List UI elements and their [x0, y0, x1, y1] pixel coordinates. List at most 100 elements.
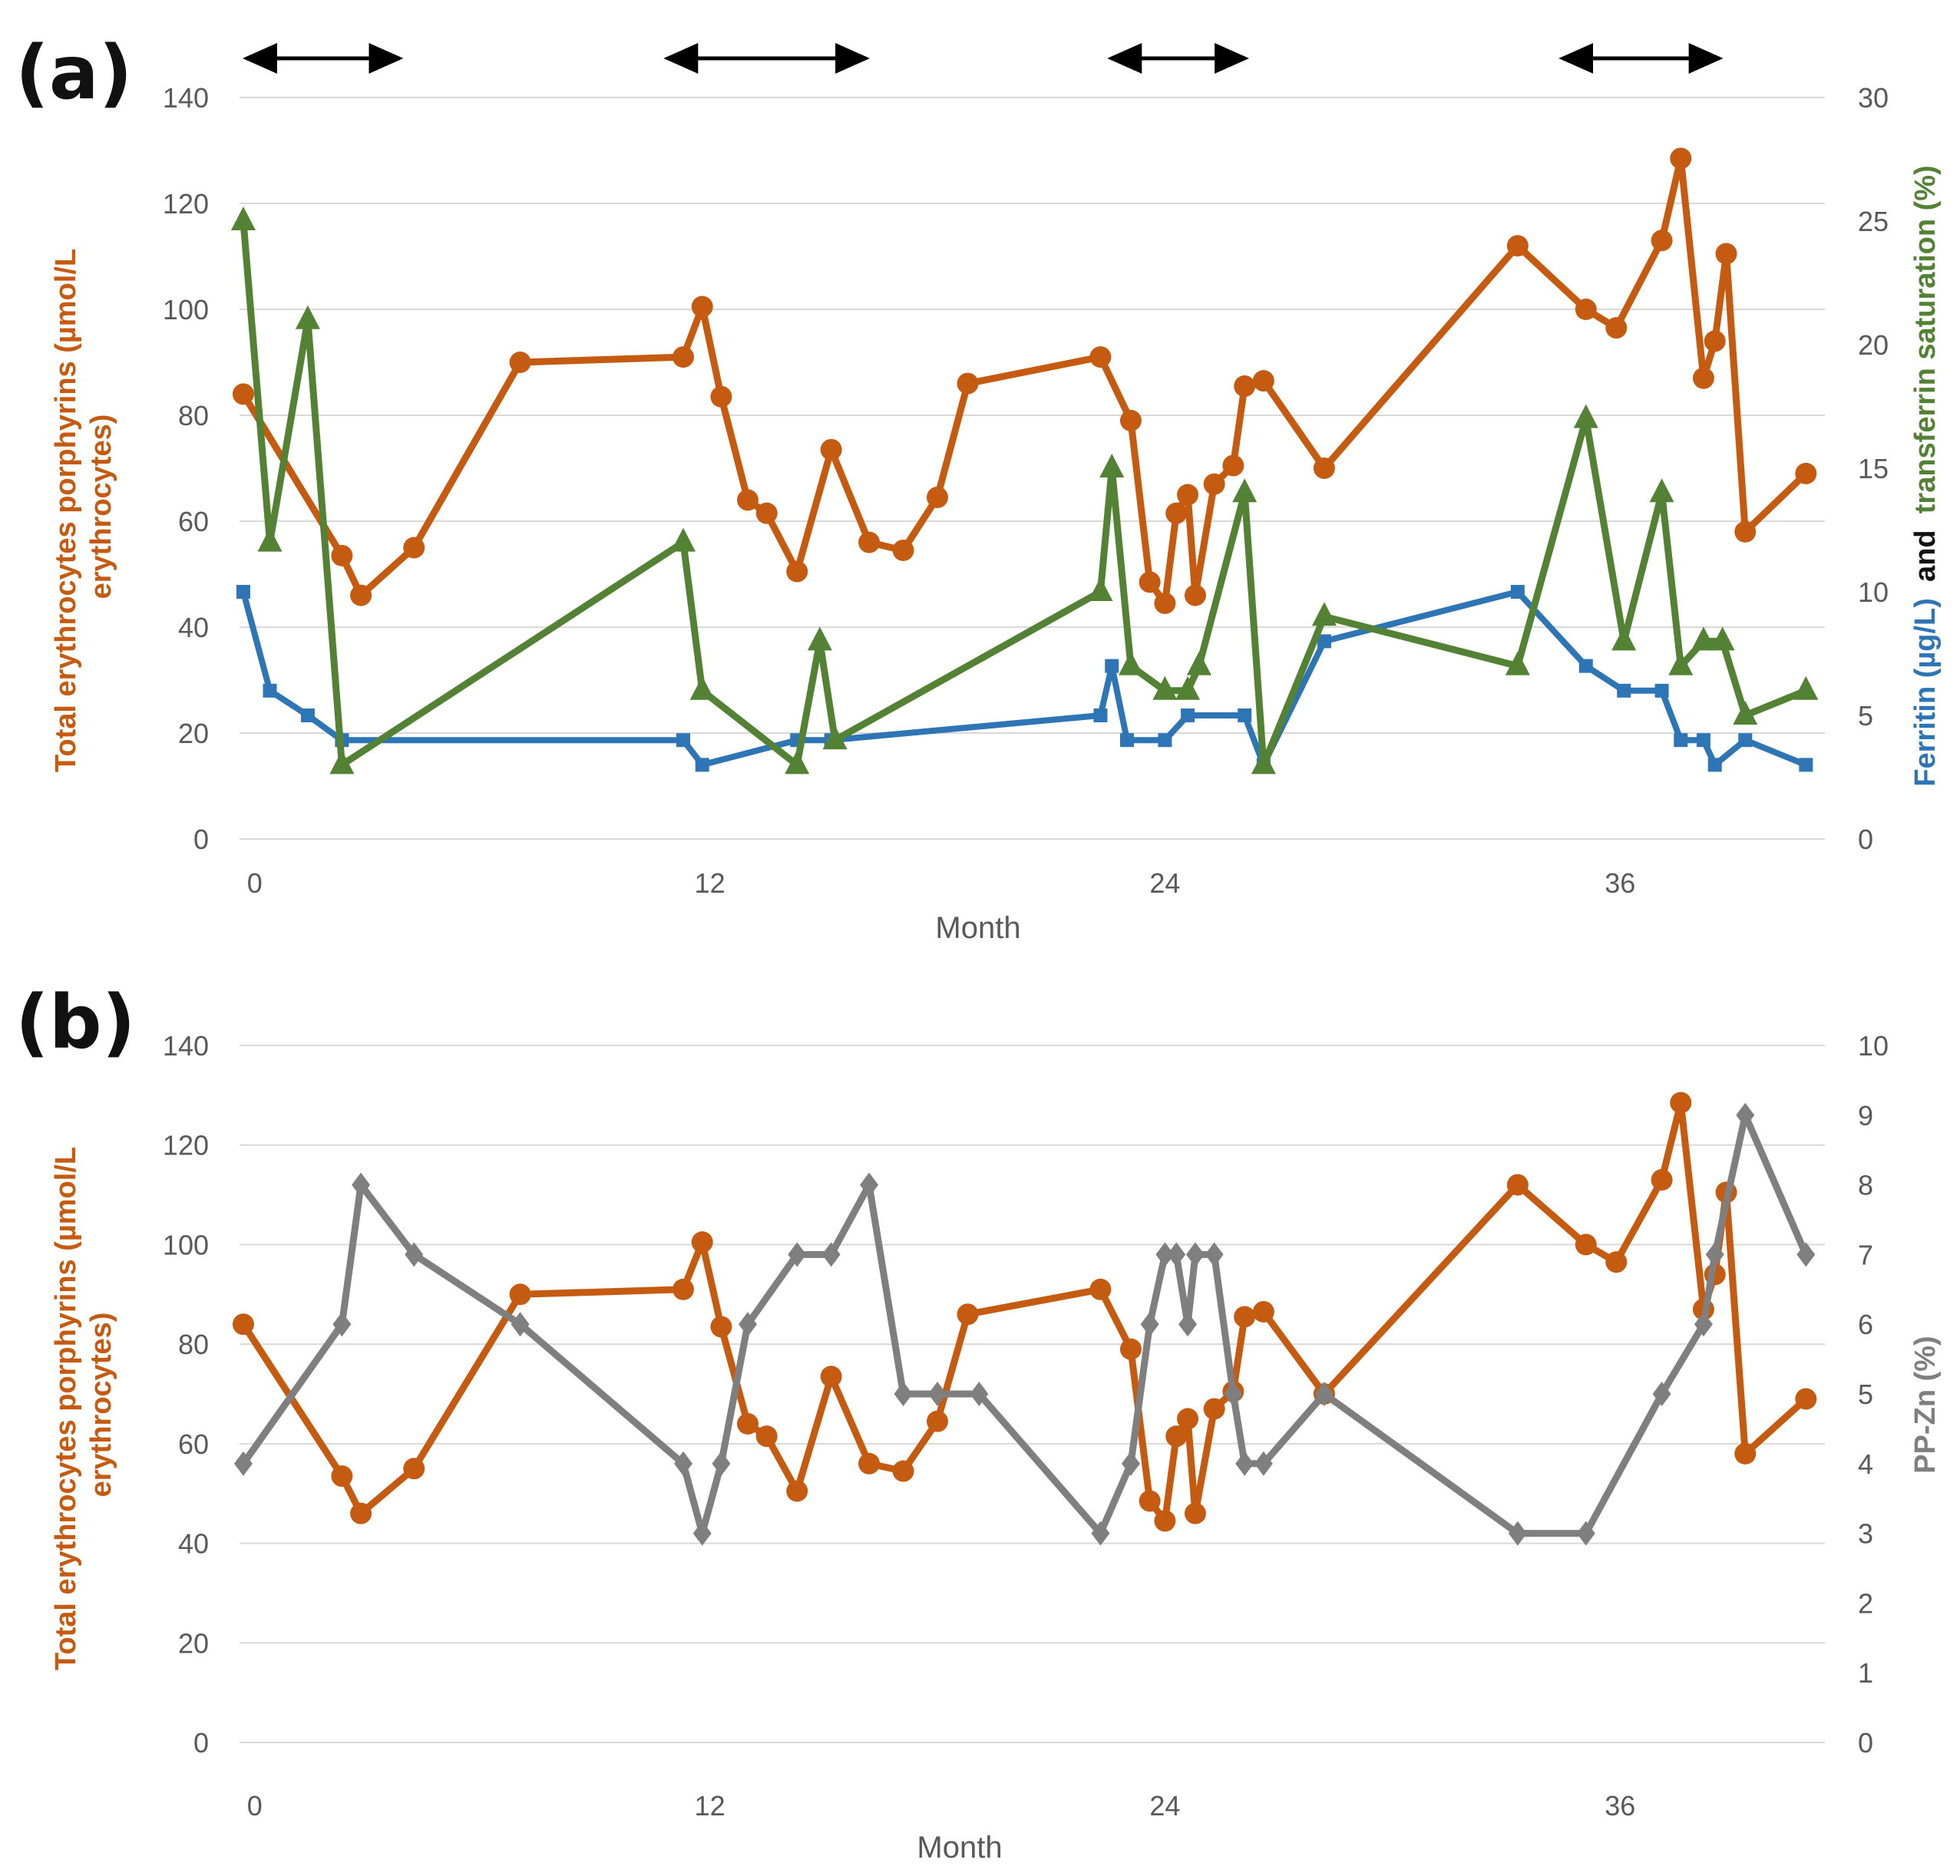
series-line: [240, 1111, 1810, 1537]
panel-b-x-axis-label: Month: [917, 1831, 1002, 1864]
data-point-circle: [403, 1458, 425, 1480]
data-point-triangle: [1152, 675, 1178, 700]
data-point-diamond: [970, 1382, 989, 1406]
data-point-circle: [1734, 1442, 1757, 1465]
data-point-triangle: [257, 527, 283, 552]
right-y-tick-label: 2: [1858, 1587, 1873, 1619]
left-y-tick-label: 120: [163, 188, 209, 220]
data-point-circle: [892, 539, 914, 561]
data-point-circle: [736, 489, 759, 511]
data-point-diamond: [712, 1451, 731, 1476]
x-tick-label: 36: [1605, 1790, 1635, 1822]
right-y-tick-label: 0: [1858, 1727, 1873, 1759]
data-point-square: [676, 733, 691, 748]
panel-a-right-y-label-part1: Ferritin (µg/L): [1909, 598, 1942, 787]
data-point-diamond: [738, 1312, 757, 1337]
data-point-circle: [820, 438, 842, 461]
series-line: [240, 1099, 1809, 1524]
panel-a-gridlines: [240, 97, 1825, 840]
data-point-circle: [1177, 484, 1199, 506]
left-y-tick-label: 100: [163, 294, 209, 325]
left-y-tick-label: 140: [163, 82, 209, 114]
panel-a-x-ticks: 0 12 24 36: [247, 867, 1636, 899]
data-point-circle: [1575, 299, 1597, 320]
series-circle: [232, 1092, 1817, 1532]
data-point-triangle: [807, 626, 832, 651]
series-line: [240, 220, 1807, 768]
data-point-circle: [1184, 1502, 1206, 1524]
data-point-circle: [1734, 520, 1757, 543]
data-point-triangle: [785, 750, 810, 775]
data-point-circle: [1605, 317, 1628, 339]
data-point-diamond: [511, 1312, 530, 1337]
data-point-circle: [1154, 1510, 1176, 1532]
data-point-diamond: [1167, 1242, 1186, 1267]
data-point-circle: [1184, 584, 1206, 606]
data-point-square: [1578, 659, 1593, 673]
series-triangle: [230, 206, 1819, 775]
panel-a-label: (a): [15, 30, 133, 116]
data-point-circle: [1154, 592, 1176, 614]
data-point-triangle: [1232, 478, 1258, 503]
panel-b-left-y-ticks: 0 20 40 60 80 100 120 140: [163, 1030, 209, 1759]
data-point-circle: [926, 486, 948, 508]
series-circle: [232, 147, 1817, 614]
panel-a-series: [230, 147, 1819, 775]
data-point-diamond: [692, 1521, 712, 1546]
data-point-diamond: [1314, 1382, 1334, 1406]
series-line: [240, 154, 1809, 607]
data-point-triangle: [689, 675, 715, 700]
data-point-circle: [1165, 502, 1188, 524]
left-y-tick-label: 0: [193, 824, 209, 855]
data-point-diamond: [1576, 1521, 1595, 1546]
data-point-circle: [1234, 375, 1256, 398]
data-point-triangle: [1733, 701, 1758, 725]
data-point-diamond: [1224, 1382, 1243, 1406]
right-y-tick-label: 5: [1858, 1379, 1873, 1410]
left-y-tick-label: 140: [163, 1030, 209, 1062]
data-point-triangle: [329, 750, 355, 775]
data-point-triangle: [671, 527, 696, 552]
data-point-circle: [1203, 473, 1225, 495]
data-point-circle: [820, 1366, 842, 1388]
panel-a-right-y-label-part3: transferrin saturation (%): [1909, 165, 1942, 514]
panel-b-right-y-label: PP-Zn (%): [1909, 1336, 1942, 1473]
data-point-circle: [957, 372, 979, 395]
data-point-circle: [1089, 346, 1112, 368]
data-point-circle: [1119, 409, 1142, 431]
panel-b-right-y-axis-label: PP-Zn (%): [1909, 1336, 1942, 1473]
data-point-circle: [331, 1465, 353, 1488]
data-point-circle: [1506, 1174, 1529, 1196]
data-point-square: [1738, 733, 1753, 748]
data-point-circle: [232, 1313, 254, 1336]
data-point-diamond: [1694, 1312, 1713, 1337]
data-point-triangle: [1611, 626, 1637, 651]
data-point-triangle: [1649, 478, 1674, 503]
data-point-circle: [1139, 571, 1161, 593]
data-point-square: [1799, 758, 1813, 772]
data-point-diamond: [1705, 1242, 1724, 1267]
data-point-circle: [1651, 230, 1673, 252]
data-point-square: [1317, 634, 1331, 649]
data-point-square: [300, 708, 315, 722]
data-point-circle: [509, 352, 531, 373]
data-point-circle: [509, 1283, 531, 1306]
data-point-square: [263, 683, 277, 698]
data-point-circle: [1692, 367, 1714, 389]
data-point-diamond: [927, 1382, 947, 1406]
series-diamond: [233, 1102, 1816, 1546]
data-point-triangle: [822, 725, 848, 750]
data-point-diamond: [1178, 1312, 1198, 1337]
data-point-square: [236, 585, 250, 599]
data-point-circle: [710, 1316, 732, 1338]
panel-b-series: [232, 1092, 1817, 1546]
left-y-tick-label: 100: [163, 1229, 209, 1260]
data-point-triangle: [1088, 577, 1113, 601]
right-y-tick-label: 25: [1858, 206, 1889, 237]
data-point-square: [1158, 733, 1172, 748]
data-point-circle: [673, 1278, 695, 1300]
data-point-square: [1674, 733, 1688, 748]
data-point-circle: [755, 1425, 778, 1448]
right-y-tick-label: 4: [1858, 1448, 1873, 1480]
